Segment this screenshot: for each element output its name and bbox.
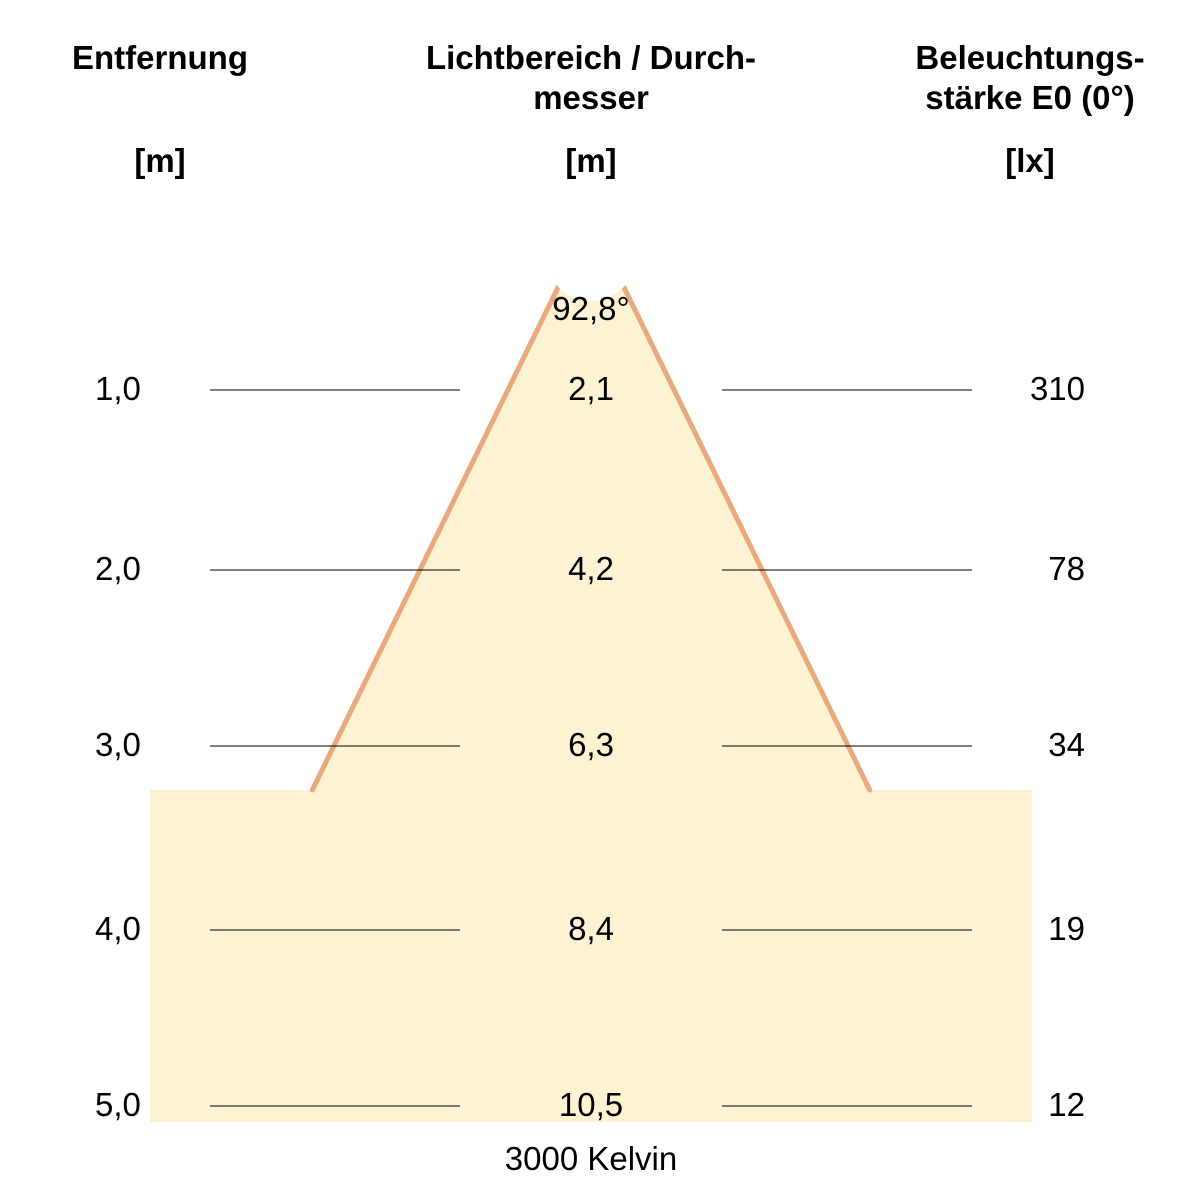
header-diameter-line2: messer <box>400 78 782 118</box>
header-diameter-line1: Lichtbereich / Durch- <box>400 38 782 78</box>
diameter-value: 8,4 <box>568 910 614 948</box>
distance-value: 2,0 <box>95 550 141 588</box>
diameter-value: 6,3 <box>568 726 614 764</box>
illuminance-value: 34 <box>1048 726 1085 764</box>
distance-value: 1,0 <box>95 370 141 408</box>
illuminance-value: 310 <box>1030 370 1085 408</box>
distance-value: 5,0 <box>95 1086 141 1124</box>
header-illuminance-line2: stärke E0 (0°) <box>900 78 1160 118</box>
illuminance-value: 78 <box>1048 550 1085 588</box>
illuminance-value: 12 <box>1048 1086 1085 1124</box>
header-distance: Entfernung [m] <box>40 38 280 181</box>
distance-value: 4,0 <box>95 910 141 948</box>
header-diameter-unit: [m] <box>400 141 782 181</box>
diameter-value: 10,5 <box>559 1086 623 1124</box>
header-illuminance-line1: Beleuchtungs- <box>900 38 1160 78</box>
color-temperature-label: 3000 Kelvin <box>505 1140 677 1178</box>
illuminance-value: 19 <box>1048 910 1085 948</box>
header-distance-unit: [m] <box>40 141 280 181</box>
diameter-value: 4,2 <box>568 550 614 588</box>
header-distance-line1: Entfernung <box>40 38 280 78</box>
diameter-value: 2,1 <box>568 370 614 408</box>
light-cone-diagram: Entfernung [m] Lichtbereich / Durch-mess… <box>0 0 1182 1182</box>
distance-value: 3,0 <box>95 726 141 764</box>
header-illuminance-unit: [lx] <box>900 141 1160 181</box>
header-illuminance: Beleuchtungs-stärke E0 (0°) [lx] <box>900 38 1160 181</box>
beam-angle-label: 92,8° <box>552 290 629 328</box>
header-diameter: Lichtbereich / Durch-messer [m] <box>400 38 782 181</box>
